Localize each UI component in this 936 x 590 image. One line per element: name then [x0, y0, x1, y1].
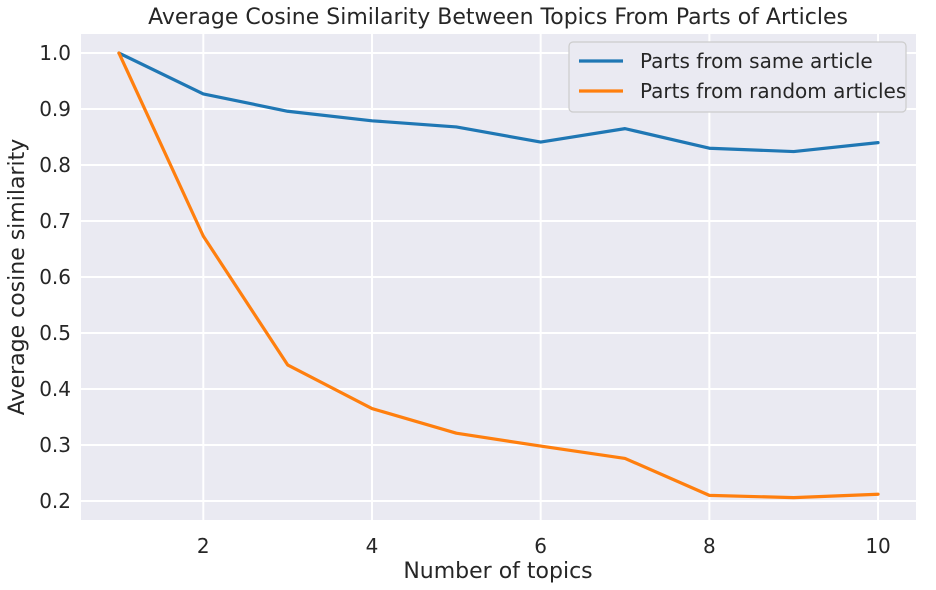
x-tick-labels: 2 4 6 8 10 — [197, 534, 891, 558]
y-tick-label: 0.9 — [39, 97, 71, 121]
series-line-2 — [117, 51, 880, 500]
legend: Parts from same article Parts from random… — [568, 41, 907, 113]
y-tick-label: 1.0 — [39, 41, 71, 65]
chart-title: Average Cosine Similarity Between Topics… — [148, 5, 848, 30]
x-tick-label: 6 — [534, 534, 547, 558]
y-axis-label: Average cosine similarity — [5, 139, 30, 415]
y-tick-label: 0.7 — [39, 209, 71, 233]
x-tick-label: 2 — [197, 534, 210, 558]
y-tick-labels: 0.2 0.3 0.4 0.5 0.6 0.7 0.8 0.9 1.0 — [39, 41, 71, 513]
legend-box — [568, 41, 907, 113]
y-gridlines — [81, 52, 916, 502]
y-tick-label: 0.6 — [39, 265, 71, 289]
x-axis-label: Number of topics — [403, 559, 592, 584]
series-lines — [117, 51, 880, 500]
x-tick-label: 10 — [865, 534, 890, 558]
y-tick-label: 0.8 — [39, 153, 71, 177]
y-tick-label: 0.5 — [39, 321, 71, 345]
series-line-1 — [117, 51, 880, 154]
y-tick-label: 0.2 — [39, 489, 71, 513]
legend-label: Parts from random articles — [640, 79, 906, 103]
x-tick-label: 4 — [366, 534, 379, 558]
y-tick-label: 0.3 — [39, 433, 71, 457]
y-tick-label: 0.4 — [39, 377, 71, 401]
legend-label: Parts from same article — [640, 49, 873, 73]
x-tick-label: 8 — [703, 534, 716, 558]
